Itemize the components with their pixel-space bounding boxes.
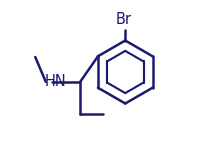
Text: HN: HN [45,74,66,89]
Text: Br: Br [115,12,131,27]
